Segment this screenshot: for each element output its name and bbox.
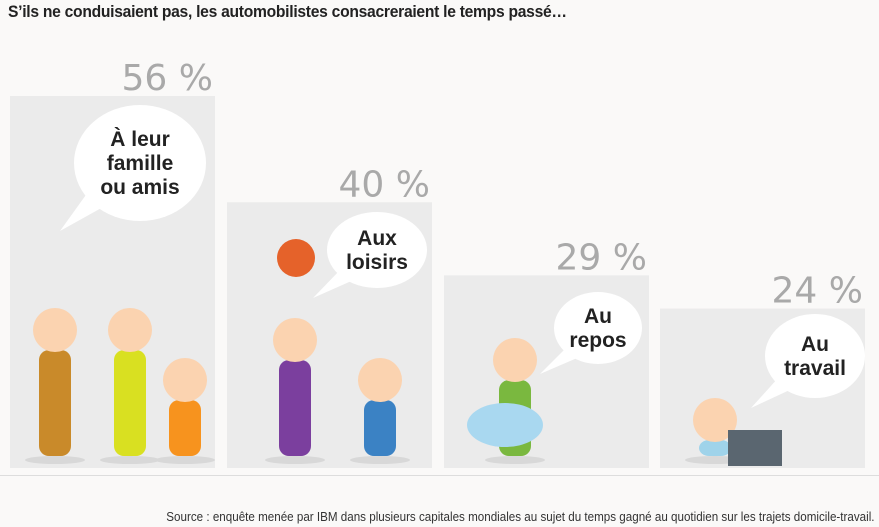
- person-figure-icon: [169, 400, 201, 456]
- person-head-icon: [693, 398, 737, 442]
- cloud-icon: [467, 403, 543, 447]
- person-head-icon: [493, 338, 537, 382]
- category-label-3: repos: [569, 329, 626, 352]
- chart-title: S’ils ne conduisaient pas, les automobil…: [8, 2, 567, 21]
- value-label-2: 40 %: [339, 164, 430, 205]
- speech-bubble-tail: [313, 269, 357, 298]
- speech-bubble-tail: [751, 377, 795, 408]
- category-label-2: Aux: [357, 227, 397, 250]
- speech-bubble-4: [765, 314, 865, 398]
- person-head-icon: [358, 358, 402, 402]
- value-label-3: 29 %: [556, 237, 647, 278]
- figure-shadow: [350, 456, 410, 464]
- figure-shadow: [100, 456, 160, 464]
- category-label-1: ou amis: [100, 176, 179, 199]
- person-head-icon: [108, 308, 152, 352]
- person-head-icon: [273, 318, 317, 362]
- figure-shadow: [265, 456, 325, 464]
- person-figure-icon: [39, 350, 71, 456]
- figure-shadow: [485, 456, 545, 464]
- category-label-4: travail: [784, 357, 846, 380]
- person-figure-icon: [114, 350, 146, 456]
- person-figure-icon: [364, 400, 396, 456]
- speech-bubble-tail: [540, 346, 584, 374]
- category-label-1: famille: [107, 152, 174, 175]
- speech-bubble-tail: [60, 192, 104, 231]
- value-label-4: 24 %: [772, 271, 863, 312]
- person-figure-icon: [279, 360, 311, 456]
- person-head-icon: [33, 308, 77, 352]
- category-label-4: Au: [801, 333, 829, 356]
- basketball-icon: [277, 239, 315, 277]
- person-figure-icon: [699, 440, 731, 456]
- figure-shadow: [25, 456, 85, 464]
- category-label-2: loisirs: [346, 251, 408, 274]
- speech-bubble-1: [74, 105, 206, 221]
- figure-shadow: [155, 456, 215, 464]
- category-label-3: Au: [584, 305, 612, 328]
- value-label-1: 56 %: [122, 58, 213, 99]
- category-label-1: À leur: [110, 128, 170, 151]
- laptop-icon: [728, 430, 782, 466]
- person-head-icon: [163, 358, 207, 402]
- speech-bubble-2: [327, 212, 427, 288]
- baseline-divider: [0, 475, 879, 476]
- speech-bubble-3: [554, 292, 642, 364]
- source-note: Source : enquête menée par IBM dans plus…: [166, 510, 875, 524]
